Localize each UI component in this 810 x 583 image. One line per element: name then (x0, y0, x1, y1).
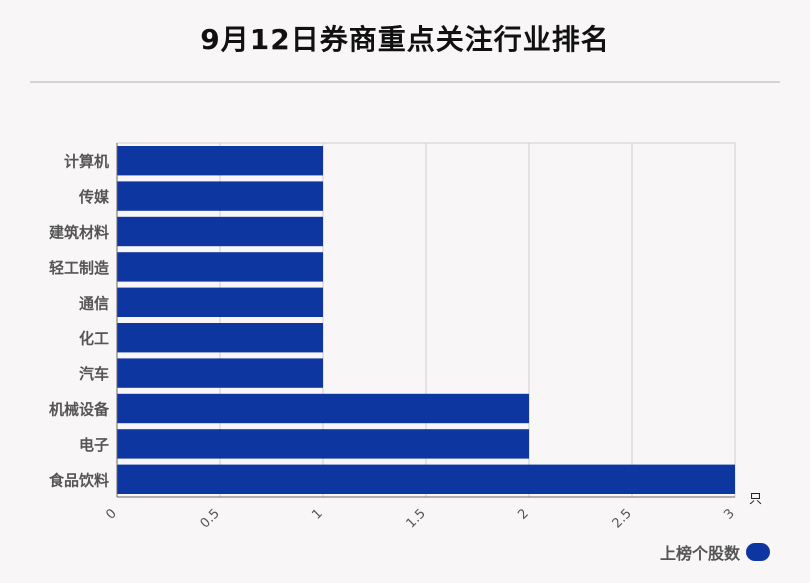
bar (117, 464, 735, 494)
bar (117, 252, 323, 282)
category-label: 电子 (79, 436, 109, 454)
bar (117, 393, 529, 424)
bar (117, 216, 323, 247)
bar (117, 287, 323, 317)
category-label: 机械设备 (49, 401, 110, 419)
title-divider (30, 81, 780, 83)
legend[interactable]: 上榜个股数 (660, 540, 770, 564)
chart-title: 9月12日券商重点关注行业排名 (200, 23, 610, 56)
category-label: 计算机 (64, 153, 109, 171)
bar (117, 323, 323, 353)
category-label: 汽车 (79, 365, 109, 383)
x-tick-label: 1 (309, 506, 325, 522)
category-label: 通信 (79, 294, 109, 312)
bar (117, 181, 323, 211)
legend-label: 上榜个股数 (659, 544, 740, 563)
bar (117, 429, 529, 459)
x-tick-label: 1.5 (404, 506, 429, 531)
category-label: 轻工制造 (49, 259, 109, 277)
category-label: 传媒 (78, 188, 110, 206)
x-tick-label: 2.5 (610, 506, 635, 531)
x-tick-label: 2 (515, 506, 531, 522)
bar (117, 358, 323, 388)
legend-swatch (746, 543, 770, 561)
x-axis-unit: 只 (749, 492, 762, 507)
category-label: 建筑材料 (49, 224, 109, 242)
category-label: 食品饮料 (49, 471, 109, 489)
bar (117, 146, 323, 176)
x-tick-label: 0 (103, 506, 119, 522)
category-label: 化工 (79, 330, 109, 348)
x-tick-label: 3 (721, 506, 737, 522)
x-tick-label: 0.5 (198, 506, 223, 531)
